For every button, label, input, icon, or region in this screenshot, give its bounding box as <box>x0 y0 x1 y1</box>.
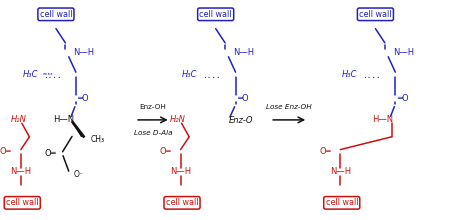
Text: O⁻: O⁻ <box>73 170 83 179</box>
Text: O═: O═ <box>44 149 56 158</box>
Text: H₃C: H₃C <box>342 70 357 79</box>
Text: Enz-O: Enz-O <box>228 116 253 125</box>
Text: H—N: H—N <box>373 115 394 124</box>
Text: ═O: ═O <box>77 94 89 103</box>
Text: cell wall: cell wall <box>40 10 72 19</box>
Text: cell wall: cell wall <box>326 198 358 207</box>
Text: ᵋᵋᵋᵋ: ᵋᵋᵋᵋ <box>43 71 54 80</box>
Text: O═: O═ <box>0 147 11 156</box>
Text: CH₃: CH₃ <box>91 135 105 144</box>
Text: O═: O═ <box>159 147 171 156</box>
Text: Enz-OH: Enz-OH <box>139 104 166 110</box>
Text: cell wall: cell wall <box>166 198 198 207</box>
Text: ═O: ═O <box>397 94 409 103</box>
Text: N—H: N—H <box>73 48 95 57</box>
Text: ═O: ═O <box>237 94 249 103</box>
Text: cell wall: cell wall <box>200 10 232 19</box>
Text: N—H: N—H <box>330 167 351 176</box>
Text: H—N: H—N <box>53 115 74 124</box>
Text: ....: .... <box>362 71 381 80</box>
Text: N—H: N—H <box>10 167 31 176</box>
Text: ....: .... <box>202 71 221 80</box>
Text: ....: .... <box>43 71 61 80</box>
Text: Lose D-Ala: Lose D-Ala <box>134 130 172 136</box>
Text: O═: O═ <box>319 147 331 156</box>
Text: Lose Enz-OH: Lose Enz-OH <box>266 104 312 110</box>
Text: cell wall: cell wall <box>6 198 38 207</box>
Text: H₃C: H₃C <box>22 70 38 79</box>
Text: N—H: N—H <box>170 167 191 176</box>
Text: H₃C: H₃C <box>182 70 198 79</box>
Text: cell wall: cell wall <box>359 10 392 19</box>
Text: H₂N: H₂N <box>170 115 186 124</box>
Text: N—H: N—H <box>233 48 255 57</box>
Text: H₂N: H₂N <box>10 115 26 124</box>
Text: N—H: N—H <box>393 48 414 57</box>
